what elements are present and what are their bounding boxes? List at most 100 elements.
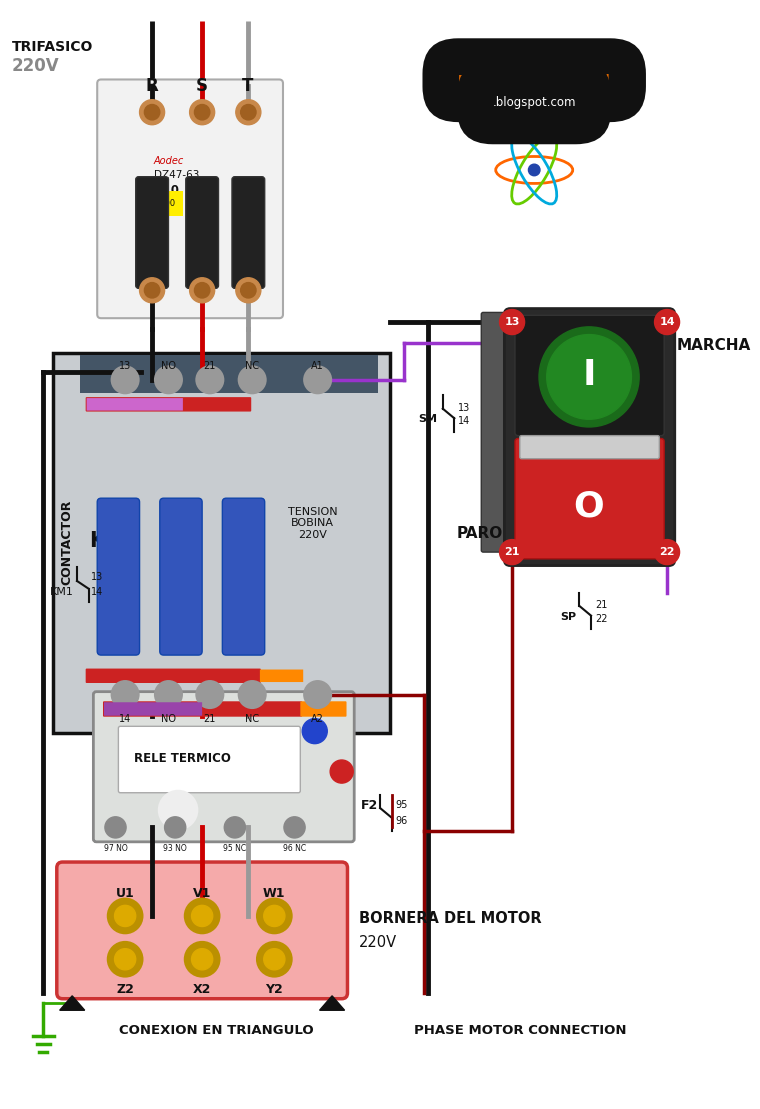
FancyBboxPatch shape bbox=[300, 701, 347, 716]
Circle shape bbox=[192, 948, 213, 970]
Circle shape bbox=[108, 898, 142, 934]
Text: KM1: KM1 bbox=[90, 531, 141, 551]
FancyBboxPatch shape bbox=[86, 669, 261, 683]
Text: PARO: PARO bbox=[456, 526, 502, 541]
Text: NO: NO bbox=[161, 360, 176, 370]
Circle shape bbox=[546, 335, 632, 419]
Text: A1: A1 bbox=[312, 360, 324, 370]
Text: NC: NC bbox=[245, 714, 259, 724]
Circle shape bbox=[241, 283, 256, 298]
FancyBboxPatch shape bbox=[53, 353, 390, 733]
Text: 96 NC: 96 NC bbox=[283, 844, 306, 853]
Text: R: R bbox=[145, 77, 158, 94]
Circle shape bbox=[654, 540, 679, 564]
Circle shape bbox=[108, 942, 142, 977]
Circle shape bbox=[264, 948, 285, 970]
Text: 21: 21 bbox=[595, 600, 607, 610]
Text: X2: X2 bbox=[193, 984, 211, 996]
Text: 14: 14 bbox=[119, 714, 131, 724]
Text: NC: NC bbox=[245, 360, 259, 370]
Text: 96: 96 bbox=[396, 816, 408, 826]
Text: W1: W1 bbox=[263, 887, 286, 901]
Text: 13: 13 bbox=[458, 403, 470, 413]
Text: Aodec: Aodec bbox=[154, 155, 184, 165]
Text: T: T bbox=[242, 77, 253, 94]
Text: O: O bbox=[574, 490, 604, 523]
Circle shape bbox=[654, 309, 679, 335]
Polygon shape bbox=[319, 996, 344, 1010]
Circle shape bbox=[140, 277, 165, 303]
FancyBboxPatch shape bbox=[87, 398, 183, 410]
Circle shape bbox=[539, 327, 639, 427]
Circle shape bbox=[257, 942, 292, 977]
FancyBboxPatch shape bbox=[223, 498, 264, 655]
Text: 22: 22 bbox=[595, 613, 607, 623]
Circle shape bbox=[241, 104, 256, 120]
Text: 14: 14 bbox=[91, 587, 103, 597]
Circle shape bbox=[165, 817, 185, 838]
Text: I: I bbox=[582, 358, 596, 391]
Text: 6000: 6000 bbox=[154, 199, 175, 207]
Text: 220V: 220V bbox=[359, 935, 397, 950]
Circle shape bbox=[112, 681, 138, 708]
FancyBboxPatch shape bbox=[185, 176, 218, 288]
Circle shape bbox=[155, 366, 182, 394]
FancyBboxPatch shape bbox=[515, 315, 664, 436]
Text: 13: 13 bbox=[91, 572, 103, 582]
Text: 14: 14 bbox=[458, 416, 470, 426]
Text: F2: F2 bbox=[361, 798, 378, 812]
Text: 13: 13 bbox=[505, 317, 520, 327]
FancyBboxPatch shape bbox=[80, 355, 378, 394]
Text: CONEXION EN TRIANGULO: CONEXION EN TRIANGULO bbox=[119, 1024, 314, 1037]
FancyBboxPatch shape bbox=[86, 397, 252, 411]
Circle shape bbox=[499, 540, 524, 564]
Circle shape bbox=[224, 817, 245, 838]
FancyBboxPatch shape bbox=[103, 701, 302, 716]
FancyBboxPatch shape bbox=[481, 313, 512, 552]
FancyBboxPatch shape bbox=[520, 436, 660, 459]
Text: 220V: 220V bbox=[11, 58, 59, 75]
Text: RELE TERMICO: RELE TERMICO bbox=[135, 752, 231, 765]
Circle shape bbox=[196, 681, 223, 708]
FancyBboxPatch shape bbox=[260, 670, 303, 682]
Circle shape bbox=[159, 791, 198, 830]
FancyBboxPatch shape bbox=[97, 498, 140, 655]
Circle shape bbox=[264, 905, 285, 926]
Circle shape bbox=[185, 898, 220, 934]
Text: 22: 22 bbox=[659, 547, 675, 557]
Text: 93 NO: 93 NO bbox=[163, 844, 187, 853]
Text: V1: V1 bbox=[193, 887, 211, 901]
Text: 97 NO: 97 NO bbox=[103, 844, 128, 853]
Text: PHASE MOTOR CONNECTION: PHASE MOTOR CONNECTION bbox=[413, 1024, 626, 1037]
Circle shape bbox=[144, 283, 160, 298]
Circle shape bbox=[330, 760, 353, 783]
Circle shape bbox=[155, 681, 182, 708]
Text: 21: 21 bbox=[204, 714, 216, 724]
Circle shape bbox=[115, 948, 136, 970]
Text: S: S bbox=[195, 77, 207, 94]
Circle shape bbox=[236, 100, 261, 124]
FancyBboxPatch shape bbox=[515, 438, 664, 559]
Circle shape bbox=[195, 283, 210, 298]
FancyBboxPatch shape bbox=[119, 726, 300, 793]
Text: Y2: Y2 bbox=[265, 984, 283, 996]
Circle shape bbox=[190, 100, 214, 124]
FancyBboxPatch shape bbox=[57, 862, 347, 999]
Circle shape bbox=[239, 366, 266, 394]
Text: Z2: Z2 bbox=[116, 984, 134, 996]
Circle shape bbox=[284, 817, 305, 838]
Text: 95: 95 bbox=[396, 801, 408, 811]
Circle shape bbox=[144, 104, 160, 120]
FancyBboxPatch shape bbox=[93, 692, 354, 842]
FancyBboxPatch shape bbox=[505, 308, 675, 566]
Text: U1: U1 bbox=[116, 887, 135, 901]
Text: 21: 21 bbox=[505, 547, 520, 557]
Circle shape bbox=[140, 100, 165, 124]
Text: BORNERA DEL MOTOR: BORNERA DEL MOTOR bbox=[359, 912, 542, 926]
FancyBboxPatch shape bbox=[232, 176, 264, 288]
Circle shape bbox=[112, 366, 138, 394]
Text: MARCHA: MARCHA bbox=[676, 338, 751, 354]
FancyBboxPatch shape bbox=[160, 498, 202, 655]
FancyBboxPatch shape bbox=[136, 176, 169, 288]
Circle shape bbox=[499, 309, 524, 335]
